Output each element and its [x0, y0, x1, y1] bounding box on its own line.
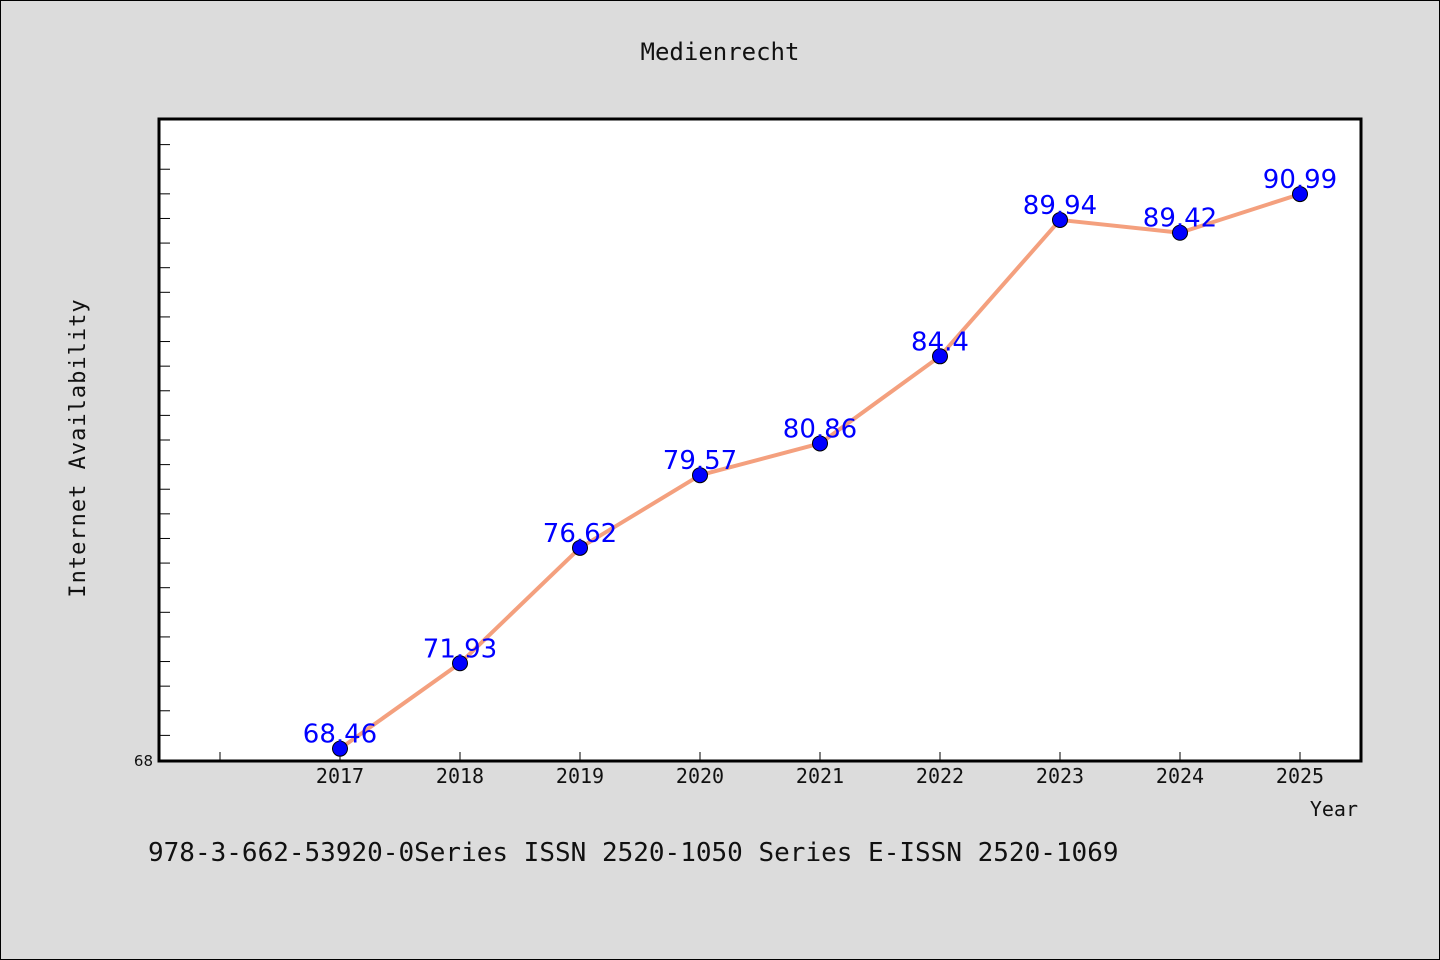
chart-title: Medienrecht — [641, 38, 800, 66]
data-point — [1292, 186, 1308, 203]
data-label: 68.46 — [303, 720, 377, 750]
footer-identifier-text: 978-3-662-53920-0Series ISSN 2520-1050 S… — [148, 838, 1119, 868]
data-point — [452, 655, 468, 672]
data-label: 90.99 — [1263, 165, 1337, 195]
data-point — [1052, 211, 1068, 228]
data-label: 89.42 — [1143, 204, 1217, 234]
y-axis-title: Internet Availability — [66, 298, 91, 597]
series-layer: 68.46 71.93 76.62 79.57 80.86 84.4 89.94 89.42 9… — [303, 165, 1337, 757]
x-tick-label: 2023 — [1036, 764, 1084, 788]
plot-area — [157, 117, 1363, 763]
y-tick-label: 68 — [134, 752, 153, 770]
data-point — [572, 539, 588, 556]
data-label: 79.57 — [663, 446, 737, 476]
data-label: 71.93 — [423, 634, 497, 664]
x-tick-label: 2025 — [1276, 764, 1324, 788]
data-point — [812, 435, 828, 452]
x-tick-label: 2022 — [916, 764, 964, 788]
data-point — [1172, 224, 1188, 241]
x-axis-ticks: 2017 2018 2019 2020 2021 2022 2023 2024 2025 — [219, 752, 1324, 788]
x-tick-label: 2021 — [796, 764, 844, 788]
x-tick-label: 2017 — [316, 764, 364, 788]
x-tick-label: 2024 — [1156, 764, 1204, 788]
data-label: 84.4 — [911, 327, 969, 357]
x-tick-label: 2018 — [436, 764, 484, 788]
data-point — [932, 348, 948, 365]
data-label: 89.94 — [1023, 191, 1097, 221]
y-axis-ticks: 68 — [134, 144, 170, 770]
x-tick-label: 2019 — [556, 764, 604, 788]
x-axis-title: Year — [1310, 797, 1358, 821]
x-tick-label: 2020 — [676, 764, 724, 788]
data-label: 76.62 — [543, 519, 617, 549]
data-point — [692, 467, 708, 484]
data-label: 80.86 — [783, 414, 857, 444]
data-point — [332, 740, 348, 757]
